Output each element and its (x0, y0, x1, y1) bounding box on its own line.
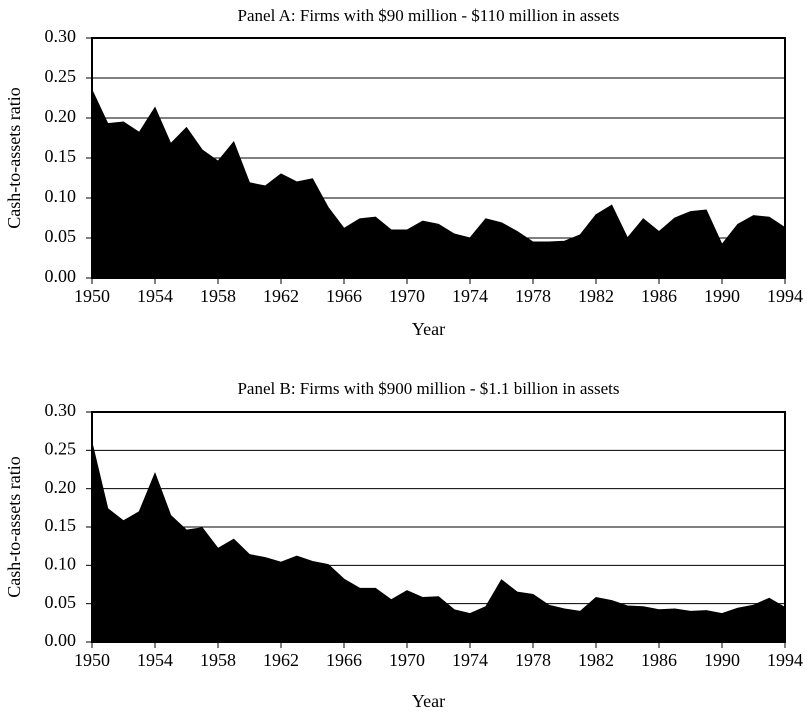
y-tick-label: 0.15 (45, 146, 77, 166)
x-tick-label: 1986 (641, 650, 677, 670)
x-tick-label: 1966 (326, 650, 362, 670)
x-tick-label: 1950 (74, 650, 110, 670)
x-tick-label: 1966 (326, 286, 362, 306)
y-tick-label: 0.05 (45, 592, 77, 612)
y-tick-label: 0.15 (45, 515, 77, 535)
x-tick-label: 1990 (704, 286, 740, 306)
y-tick-label: 0.00 (45, 630, 77, 650)
x-tick-label: 1982 (578, 286, 614, 306)
x-tick-label: 1974 (452, 286, 488, 306)
x-tick-label: 1954 (137, 650, 173, 670)
y-tick-label: 0.00 (45, 266, 77, 286)
chart-title: Panel B: Firms with $900 million - $1.1 … (237, 379, 619, 398)
x-tick-label: 1994 (767, 650, 803, 670)
x-tick-label: 1974 (452, 650, 488, 670)
y-axis-label: Cash-to-assets ratio (4, 87, 24, 228)
x-tick-label: 1990 (704, 650, 740, 670)
x-tick-label: 1994 (767, 286, 803, 306)
x-tick-label: 1958 (200, 286, 236, 306)
x-tick-label: 1982 (578, 650, 614, 670)
y-tick-label: 0.10 (45, 553, 77, 573)
area (91, 89, 786, 279)
x-tick-label: 1986 (641, 286, 677, 306)
x-axis-label: Year (412, 319, 445, 339)
y-tick-label: 0.10 (45, 186, 77, 206)
y-tick-label: 0.20 (45, 106, 77, 126)
x-tick-label: 1958 (200, 650, 236, 670)
x-axis-label: Year (412, 691, 445, 711)
y-tick-label: 0.25 (45, 438, 77, 458)
plot-frame (91, 37, 786, 279)
x-tick-label: 1954 (137, 286, 173, 306)
y-tick-label: 0.30 (45, 400, 77, 420)
y-axis-label: Cash-to-assets ratio (4, 456, 24, 597)
y-tick-label: 0.05 (45, 226, 77, 246)
x-tick-label: 1962 (263, 286, 299, 306)
x-tick-label: 1962 (263, 650, 299, 670)
y-tick-label: 0.25 (45, 66, 77, 86)
y-tick-label: 0.20 (45, 477, 77, 497)
y-tick-label: 0.30 (45, 26, 77, 46)
plot-frame (91, 411, 786, 643)
area (91, 442, 786, 643)
x-tick-label: 1970 (389, 286, 425, 306)
x-tick-label: 1978 (515, 650, 551, 670)
x-tick-label: 1970 (389, 650, 425, 670)
x-tick-label: 1978 (515, 286, 551, 306)
chart-title: Panel A: Firms with $90 million - $110 m… (238, 6, 620, 25)
x-tick-label: 1950 (74, 286, 110, 306)
